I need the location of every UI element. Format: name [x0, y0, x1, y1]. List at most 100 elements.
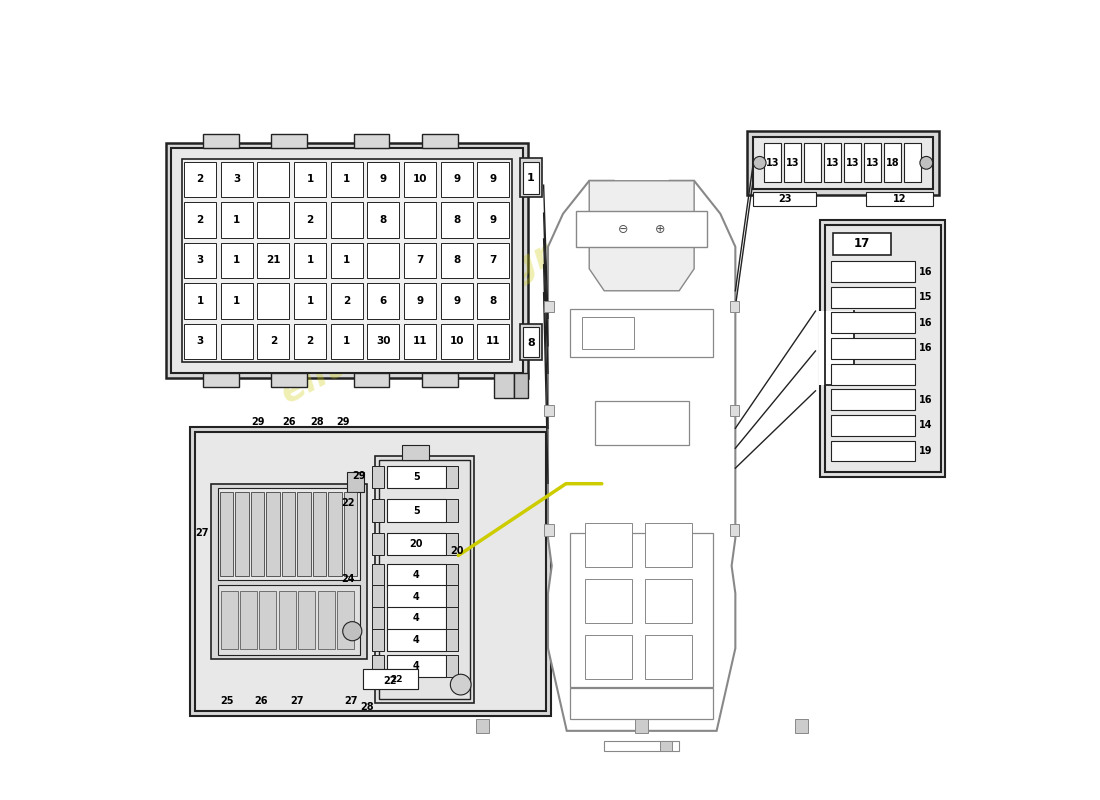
- Bar: [544, 405, 553, 416]
- Bar: [218, 585, 361, 655]
- Text: 1: 1: [197, 296, 204, 306]
- Text: 8: 8: [490, 296, 497, 306]
- Bar: [184, 202, 216, 238]
- Bar: [747, 130, 939, 195]
- Bar: [386, 466, 447, 489]
- Bar: [447, 607, 458, 630]
- Bar: [544, 524, 553, 535]
- Bar: [404, 283, 436, 319]
- Bar: [386, 629, 447, 651]
- Text: 2: 2: [343, 296, 350, 306]
- Text: 3: 3: [233, 174, 240, 185]
- Bar: [221, 202, 253, 238]
- Bar: [294, 283, 326, 319]
- Text: 5: 5: [412, 506, 420, 516]
- Text: 27: 27: [344, 696, 358, 706]
- Text: 16: 16: [920, 266, 933, 277]
- Bar: [447, 533, 458, 555]
- Polygon shape: [590, 181, 694, 290]
- Text: 20: 20: [450, 546, 463, 556]
- Bar: [825, 225, 940, 472]
- Bar: [571, 309, 713, 357]
- Text: 11: 11: [412, 337, 427, 346]
- Bar: [571, 533, 713, 687]
- Text: 2: 2: [197, 215, 204, 225]
- Bar: [867, 192, 933, 206]
- Text: 13: 13: [846, 158, 859, 168]
- Text: 12: 12: [893, 194, 906, 204]
- Bar: [646, 635, 692, 679]
- Text: 10: 10: [450, 337, 464, 346]
- Text: 2: 2: [270, 337, 277, 346]
- Text: 25: 25: [220, 696, 233, 706]
- Text: 4: 4: [412, 592, 420, 602]
- Bar: [314, 492, 326, 576]
- Bar: [184, 242, 216, 278]
- Bar: [447, 499, 458, 522]
- Bar: [367, 162, 399, 198]
- Bar: [221, 590, 238, 649]
- Bar: [331, 324, 363, 359]
- Text: 1: 1: [527, 173, 535, 182]
- Bar: [294, 202, 326, 238]
- Bar: [221, 162, 253, 198]
- Bar: [646, 523, 692, 567]
- Bar: [729, 301, 739, 312]
- Bar: [386, 499, 447, 522]
- Bar: [184, 324, 216, 359]
- Text: 27: 27: [195, 528, 208, 538]
- Text: 16: 16: [920, 343, 933, 354]
- Text: 22: 22: [342, 498, 355, 508]
- Bar: [257, 324, 289, 359]
- Bar: [422, 373, 458, 387]
- Bar: [372, 655, 384, 678]
- Bar: [260, 590, 276, 649]
- Text: 17: 17: [854, 238, 870, 250]
- Text: 16: 16: [920, 318, 933, 328]
- Bar: [821, 220, 945, 477]
- Text: 3: 3: [197, 337, 204, 346]
- Text: 8: 8: [379, 215, 387, 225]
- Bar: [441, 162, 473, 198]
- Bar: [441, 283, 473, 319]
- Text: 9: 9: [417, 296, 424, 306]
- Bar: [832, 390, 914, 410]
- Bar: [257, 162, 289, 198]
- Bar: [318, 590, 334, 649]
- Bar: [278, 590, 296, 649]
- Text: 13: 13: [786, 158, 800, 168]
- Bar: [386, 586, 447, 608]
- Bar: [832, 415, 914, 436]
- Bar: [182, 159, 512, 362]
- Text: 18: 18: [886, 158, 899, 168]
- Bar: [404, 242, 436, 278]
- Bar: [372, 499, 384, 522]
- Text: 1: 1: [343, 174, 350, 185]
- Text: elitepartsdiagrams: elitepartsdiagrams: [275, 198, 634, 410]
- Text: 15: 15: [920, 292, 933, 302]
- Text: 4: 4: [412, 570, 420, 580]
- Text: ⊕: ⊕: [656, 222, 666, 236]
- Bar: [331, 202, 363, 238]
- Bar: [367, 283, 399, 319]
- Bar: [646, 579, 692, 623]
- Bar: [386, 607, 447, 630]
- Text: 13: 13: [866, 158, 879, 168]
- Bar: [582, 317, 635, 349]
- Bar: [477, 202, 509, 238]
- Bar: [367, 202, 399, 238]
- Text: 20: 20: [409, 539, 424, 549]
- Bar: [298, 590, 316, 649]
- Text: 27: 27: [290, 696, 304, 706]
- Bar: [447, 629, 458, 651]
- Bar: [404, 162, 436, 198]
- Bar: [522, 162, 539, 194]
- Bar: [729, 524, 739, 535]
- Bar: [363, 669, 418, 690]
- Bar: [477, 162, 509, 198]
- Text: 1: 1: [233, 215, 240, 225]
- Bar: [477, 242, 509, 278]
- Bar: [544, 301, 553, 312]
- Bar: [519, 324, 542, 360]
- Bar: [218, 488, 361, 580]
